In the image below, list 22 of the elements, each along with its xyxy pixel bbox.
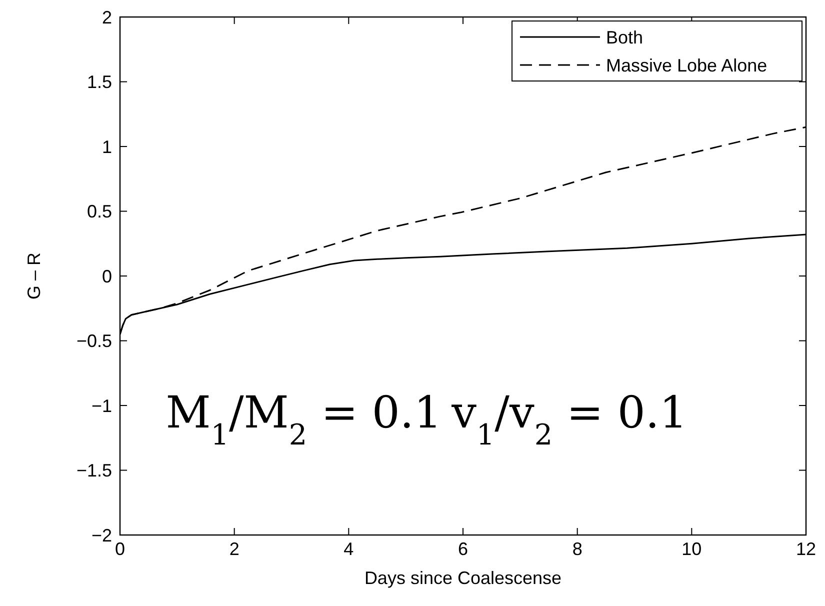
annotation: M$_{1}$/M$_{2}$ = 0.1: [166, 387, 442, 452]
annotation: v$_{1}$/v$_{2}$ = 0.1: [450, 387, 688, 452]
y-tick-label: −2: [91, 525, 112, 546]
x-tick-label: 6: [458, 539, 468, 559]
y-axis-title: G – R: [24, 252, 44, 300]
y-tick-label: −1: [91, 396, 112, 416]
y-tick-label: 1: [102, 136, 112, 157]
x-tick-label: 4: [344, 539, 354, 559]
y-tick-label: −1.5: [76, 460, 112, 481]
x-tick-label: 2: [229, 539, 240, 559]
y-tick-label: 2: [102, 7, 112, 28]
y-tick-label: −0.5: [76, 331, 112, 352]
x-axis-title: Days since Coalescense: [364, 568, 562, 588]
x-tick-label: 8: [572, 539, 582, 559]
y-tick-label: 0: [102, 266, 112, 286]
y-tick-label: 0.5: [86, 202, 112, 222]
legend-label: Massive Lobe Alone: [606, 55, 768, 76]
x-tick-label: 10: [682, 539, 702, 559]
y-tick-label: 1.5: [86, 72, 112, 92]
x-tick-label: 12: [796, 539, 816, 559]
legend-label: Both: [606, 27, 644, 48]
x-tick-label: 0: [114, 539, 126, 559]
